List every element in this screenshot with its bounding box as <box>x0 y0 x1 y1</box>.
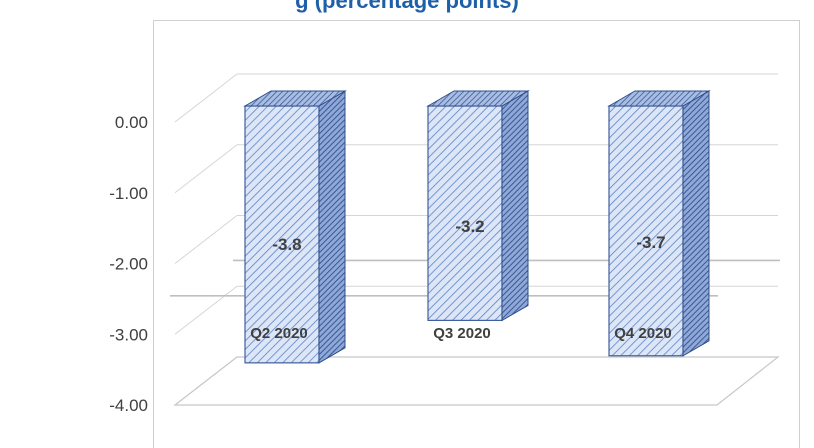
y-tick-label: -1.00 <box>109 184 148 203</box>
bar <box>243 90 347 364</box>
labels: -3.8 Q2 2020 -3.2 Q3 2020 -3.7 Q4 2020 0.00 -1.… <box>109 113 672 415</box>
bar <box>426 90 530 322</box>
x-tick-label: Q2 2020 <box>250 325 308 342</box>
grid-depth-line <box>174 144 238 194</box>
bar-face <box>244 105 320 364</box>
bar-top <box>426 90 530 107</box>
bar-face <box>608 105 684 357</box>
data-label: -3.2 <box>455 217 484 236</box>
grid-depth-line <box>174 73 238 123</box>
y-tick-label: -3.00 <box>109 325 148 344</box>
chart-title-fragment: g (percentage points) <box>295 0 519 13</box>
bars <box>243 90 711 364</box>
data-label: -3.7 <box>636 233 665 252</box>
y-tick-label: 0.00 <box>115 113 148 132</box>
bar <box>607 90 711 357</box>
bar-side <box>501 90 529 322</box>
x-tick-label: Q4 2020 <box>614 325 672 342</box>
grid-depth-line <box>174 285 238 335</box>
chart-frame <box>153 20 800 448</box>
bar-top <box>243 90 347 107</box>
bar-side <box>318 90 346 364</box>
chart-floor <box>173 356 780 406</box>
y-tick-label: -4.00 <box>109 396 148 415</box>
bar-side <box>682 90 710 357</box>
bar-face <box>427 105 503 321</box>
y-tick-label: -2.00 <box>109 255 148 274</box>
data-label: -3.8 <box>272 235 301 254</box>
bar-top <box>607 90 711 107</box>
x-tick-label: Q3 2020 <box>433 325 491 342</box>
grid-depth-line <box>174 215 238 264</box>
